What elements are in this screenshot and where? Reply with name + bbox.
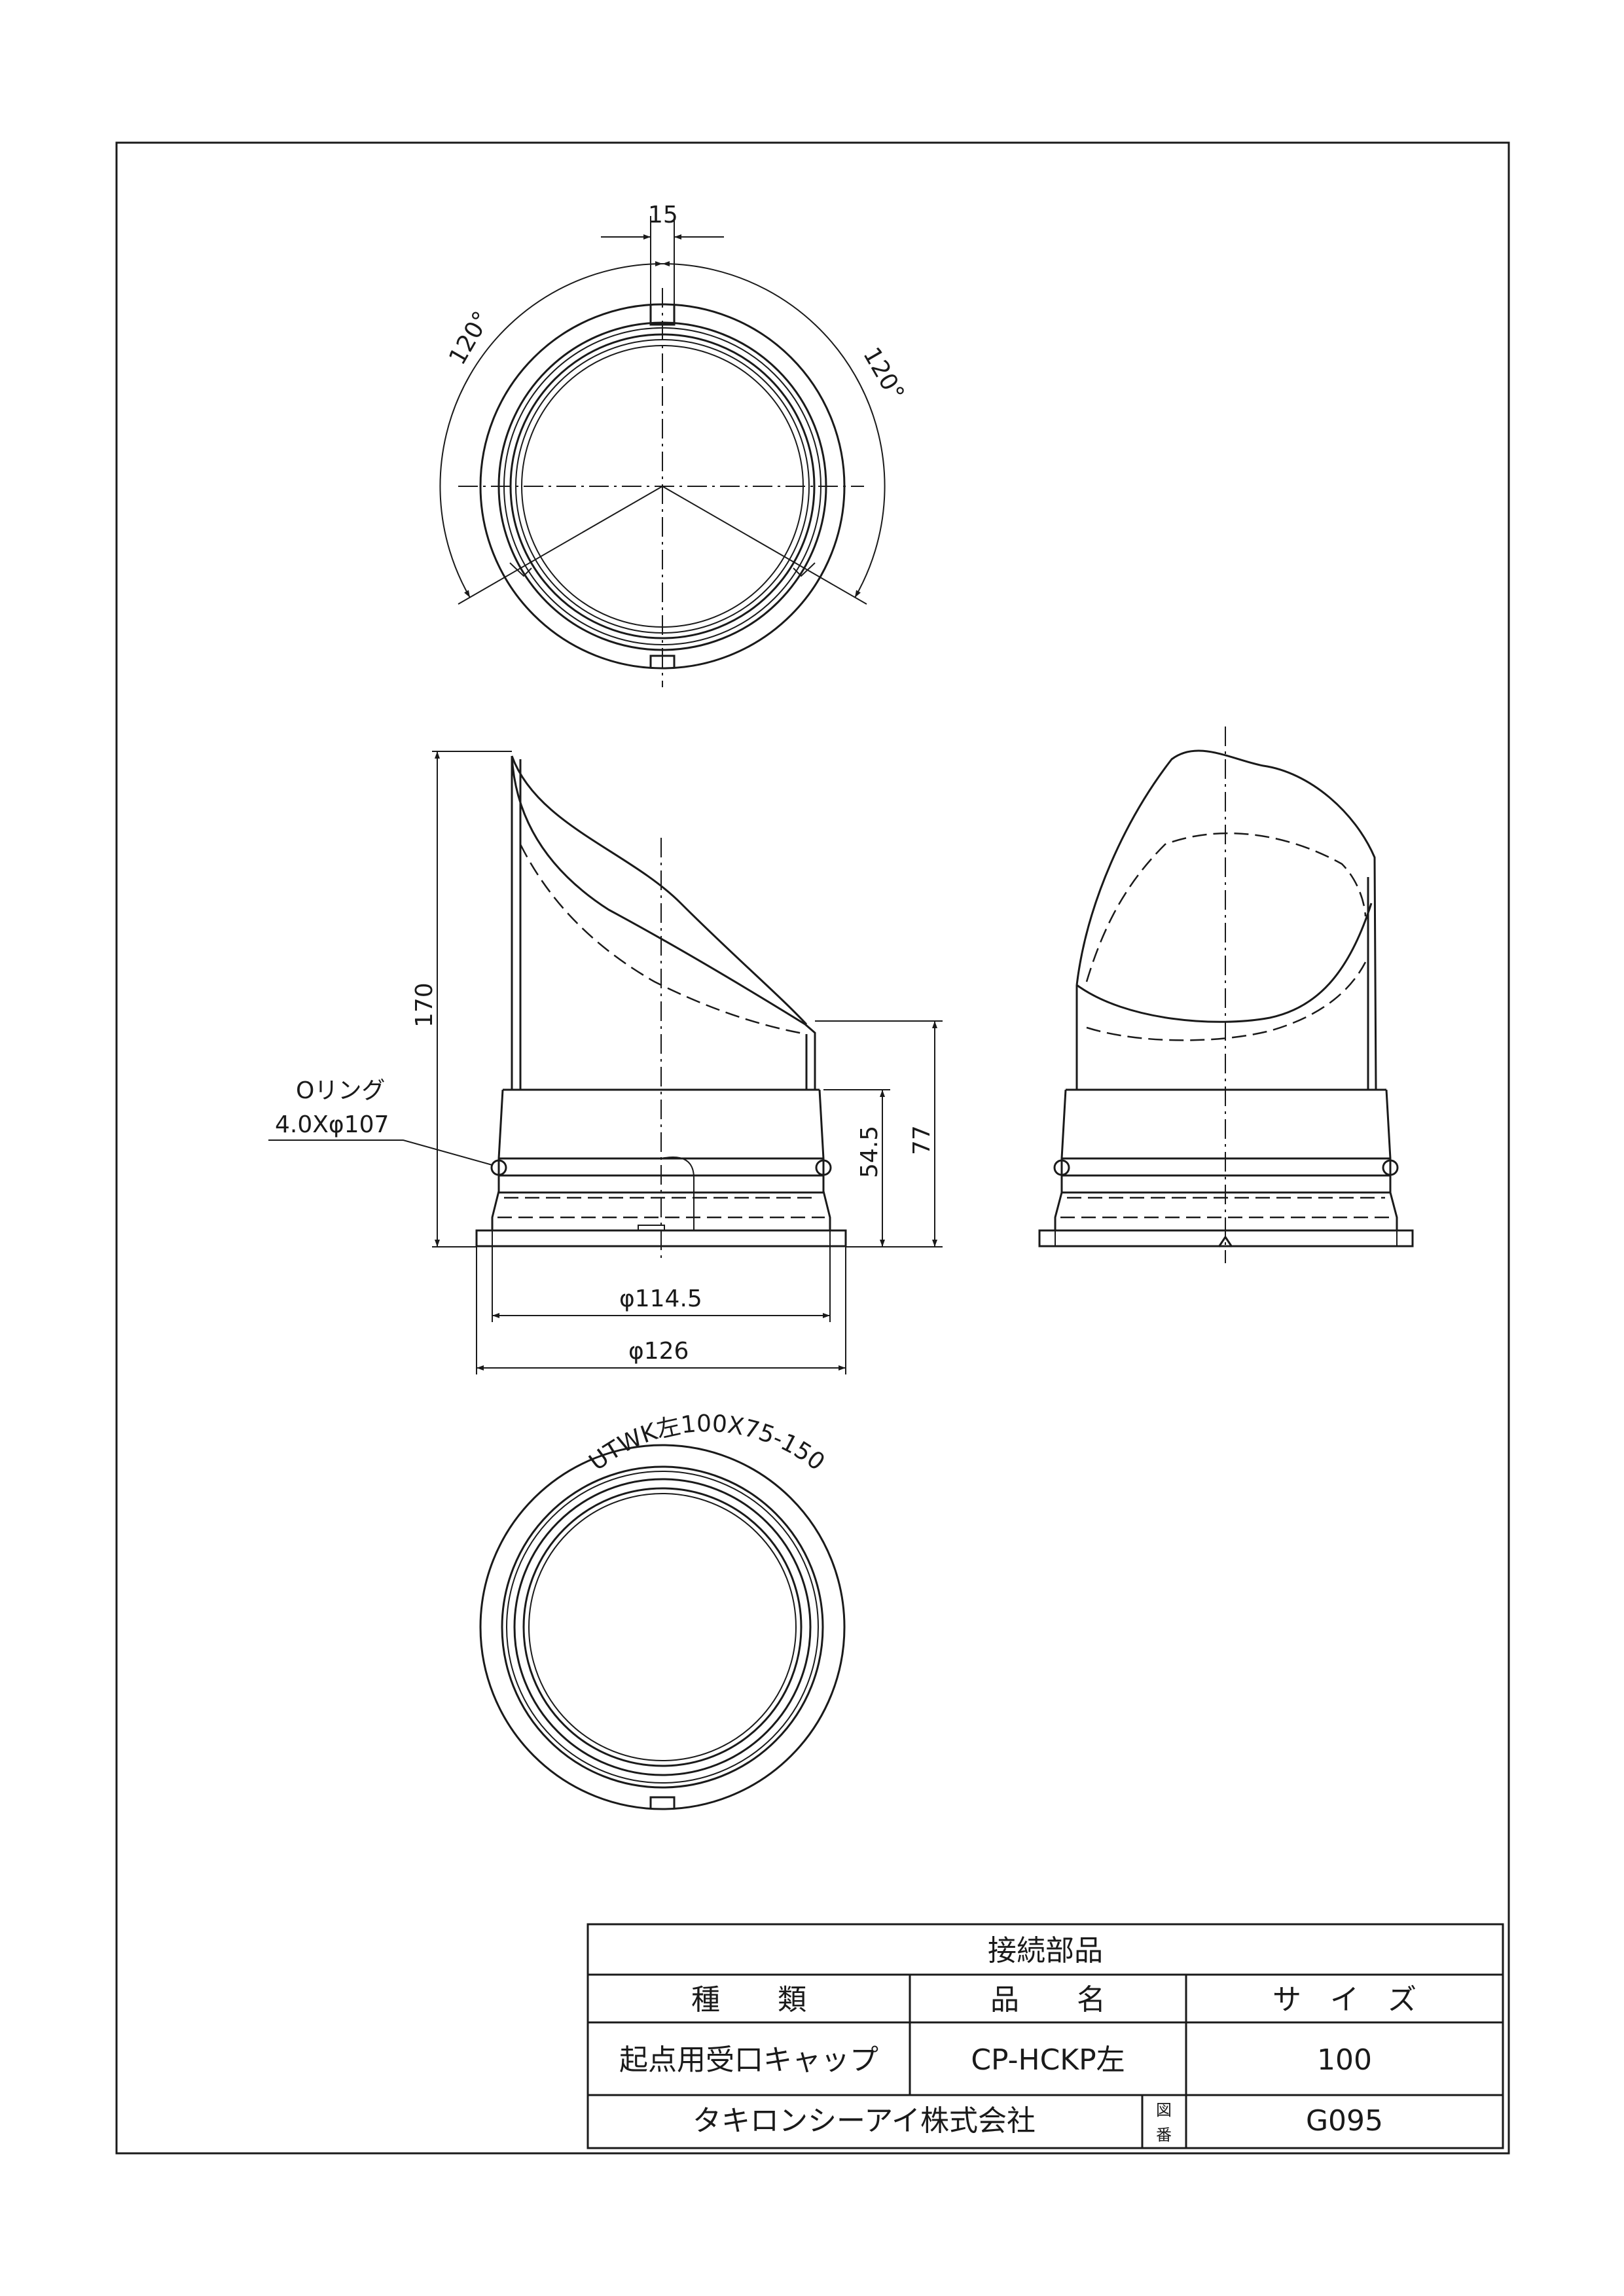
drawing-frame bbox=[115, 141, 1510, 2155]
company-name: タキロンシーアイ株式会社 bbox=[693, 2104, 1036, 2138]
top-view bbox=[439, 216, 886, 687]
drawing-no-label-1: 図 bbox=[1156, 2101, 1172, 2119]
dim-height-54-5: 54.5 bbox=[856, 1126, 883, 1178]
name-value: CP-HCKP左 bbox=[971, 2043, 1125, 2077]
dim-angle-left: 120° bbox=[444, 307, 496, 370]
size-value: 100 bbox=[1317, 2043, 1372, 2077]
oring-label-1: Oリング bbox=[296, 1077, 385, 1104]
dim-top-slot-width: 15 bbox=[648, 202, 678, 228]
oring-label-2: 4.0Xφ107 bbox=[275, 1111, 389, 1138]
side-view bbox=[1038, 726, 1414, 1263]
col-size-header: サ イ ズ bbox=[1272, 1983, 1416, 2017]
front-view bbox=[268, 751, 943, 1374]
dim-dia-114-5: φ114.5 bbox=[619, 1285, 702, 1312]
dim-height-total: 170 bbox=[411, 982, 438, 1028]
title-block bbox=[586, 1923, 1504, 2149]
dim-height-77: 77 bbox=[909, 1125, 935, 1155]
drawing-number: G095 bbox=[1306, 2104, 1383, 2138]
type-value: 起点用受口キャップ bbox=[619, 2043, 878, 2077]
drawing-no-label-2: 番 bbox=[1156, 2126, 1172, 2144]
bottom-view bbox=[479, 1444, 846, 1810]
dim-dia-126: φ126 bbox=[628, 1338, 689, 1365]
bottom-marking: UTWK左100X75-150 bbox=[585, 1410, 830, 1476]
col-name-header: 品 名 bbox=[990, 1983, 1106, 2017]
col-type-header: 種 類 bbox=[691, 1983, 806, 2017]
title-header: 接続部品 bbox=[988, 1934, 1103, 1967]
